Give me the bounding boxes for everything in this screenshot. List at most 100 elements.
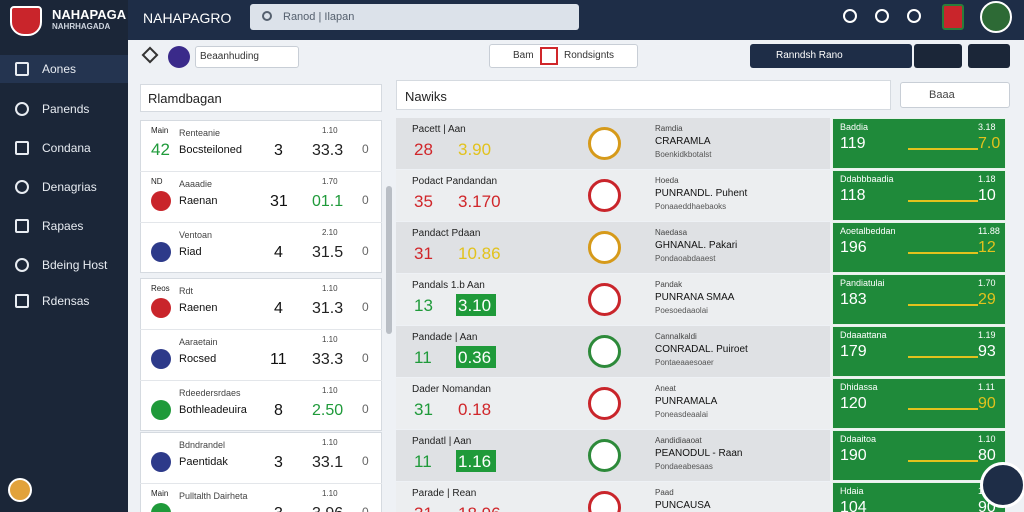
crest bbox=[588, 283, 621, 316]
nav-item[interactable]: Denagrias bbox=[42, 180, 97, 194]
row-line2: Bocsteiloned bbox=[179, 144, 242, 156]
left-header bbox=[140, 84, 382, 112]
team-name: CONRADAL. Puiroet bbox=[655, 344, 748, 355]
flag bbox=[942, 4, 964, 30]
match-label: Pandals 1.b Aan bbox=[412, 280, 485, 291]
right-search[interactable] bbox=[900, 82, 1010, 108]
match-label: Pandade | Aan bbox=[412, 332, 478, 343]
row-zero: 0 bbox=[362, 351, 369, 365]
row-top: 1.10 bbox=[322, 489, 338, 498]
score-a: 11 bbox=[414, 452, 432, 471]
filter-dropdown[interactable] bbox=[195, 46, 299, 68]
green-big: 179 bbox=[840, 343, 867, 360]
nav-item[interactable]: Bdeing Host bbox=[42, 258, 108, 272]
top-icon[interactable] bbox=[843, 9, 857, 23]
row-line2: Paentidak bbox=[179, 456, 228, 468]
logo bbox=[10, 6, 42, 36]
search-icon bbox=[262, 11, 272, 21]
nav-icon bbox=[15, 219, 29, 233]
match-label: Pandact Pdaan bbox=[412, 228, 481, 239]
crest bbox=[588, 127, 621, 160]
team-tag: Pandak bbox=[655, 280, 683, 289]
green-cell[interactable] bbox=[832, 274, 1006, 325]
crest bbox=[588, 439, 621, 472]
top-icon[interactable] bbox=[875, 9, 889, 23]
search-text: Ranod | Ilapan bbox=[283, 11, 355, 23]
mid-close[interactable] bbox=[540, 47, 558, 65]
odds-box bbox=[456, 294, 496, 316]
nav-item[interactable]: Panends bbox=[42, 102, 90, 116]
green-cell[interactable] bbox=[832, 326, 1006, 377]
team-name: PEANODUL - Raan bbox=[655, 448, 743, 459]
right-btn[interactable] bbox=[968, 44, 1010, 68]
row-num: 4 bbox=[274, 300, 283, 317]
team-sub: Boenkidkbotalst bbox=[655, 150, 712, 159]
row-divider bbox=[140, 222, 382, 223]
green-right: 10 bbox=[978, 187, 996, 204]
row-zero: 0 bbox=[362, 454, 369, 468]
nav-item[interactable]: Rapaes bbox=[42, 219, 84, 233]
app-title: NAHAPAGRO bbox=[143, 10, 232, 26]
nav-item[interactable]: Aones bbox=[42, 62, 77, 76]
avatar[interactable] bbox=[980, 1, 1012, 33]
right-title: Nawiks bbox=[405, 89, 447, 104]
green-cell[interactable] bbox=[832, 430, 1006, 481]
green-right: 7.0 bbox=[978, 135, 1001, 152]
row-line1: Pulltalth Dairheta bbox=[179, 491, 248, 501]
green-slider bbox=[908, 200, 978, 202]
row-top: 1.10 bbox=[322, 284, 338, 293]
brand-sub: NAHRHAGADA bbox=[52, 22, 111, 31]
search-box[interactable] bbox=[250, 4, 579, 30]
row-odds: 31.5 bbox=[312, 244, 344, 261]
green-cell[interactable] bbox=[832, 378, 1006, 429]
nav-icon bbox=[15, 294, 29, 308]
nav-icon bbox=[15, 141, 29, 155]
green-cell[interactable] bbox=[832, 222, 1006, 273]
brand: NAHAPAGA bbox=[52, 7, 127, 22]
green-cell[interactable] bbox=[832, 118, 1006, 169]
nav-item[interactable]: Condana bbox=[42, 141, 91, 155]
right-dropdown[interactable] bbox=[750, 44, 912, 68]
row-tag: Main bbox=[151, 489, 169, 498]
mid-dropdown[interactable] bbox=[489, 44, 638, 68]
row-zero: 0 bbox=[362, 505, 369, 512]
top-icon[interactable] bbox=[907, 9, 921, 23]
green-label: Ddabbbaadia bbox=[840, 174, 894, 184]
team-tag: Ramdia bbox=[655, 124, 683, 133]
green-cell[interactable] bbox=[832, 170, 1006, 221]
row-top: 1.10 bbox=[322, 335, 338, 344]
green-label: Ddaaattana bbox=[840, 330, 887, 340]
green-top: 11.88 bbox=[978, 226, 1000, 236]
row-line2: Rocsed bbox=[179, 353, 217, 365]
nav-icon bbox=[15, 102, 29, 116]
left-group bbox=[140, 120, 382, 273]
team-tag: Aneat bbox=[655, 384, 676, 393]
mid-text-a: Bam bbox=[513, 50, 534, 61]
nav-item[interactable]: Rdensas bbox=[42, 294, 90, 308]
row-crest bbox=[151, 503, 171, 512]
row-zero: 0 bbox=[362, 300, 369, 314]
green-top: 1.70 bbox=[978, 278, 996, 288]
row-crest bbox=[151, 349, 171, 369]
row-num: 3 bbox=[274, 505, 283, 512]
row-big: 42 bbox=[151, 140, 170, 159]
row-tag: Main bbox=[151, 126, 169, 135]
match-label: Pandatl | Aan bbox=[412, 436, 472, 447]
team-sub: Poesoedaaolai bbox=[655, 306, 708, 315]
green-cell[interactable] bbox=[832, 482, 1006, 512]
team-sub: Pondaoabdaaest bbox=[655, 254, 716, 263]
green-slider bbox=[908, 460, 978, 462]
nav-icon bbox=[15, 180, 29, 194]
chat-button[interactable] bbox=[980, 462, 1024, 508]
green-right: 12 bbox=[978, 239, 996, 256]
match-label: Pacett | Aan bbox=[412, 124, 466, 135]
team-name: PUNRANDL. Puhent bbox=[655, 188, 748, 199]
score-a: 31 bbox=[414, 504, 433, 512]
user-avatar bbox=[8, 478, 32, 502]
right-btn[interactable] bbox=[914, 44, 962, 68]
row-crest bbox=[151, 400, 171, 420]
green-big: 104 bbox=[840, 499, 867, 512]
crest bbox=[588, 387, 621, 420]
row-odds: 33.3 bbox=[312, 142, 344, 159]
score-b: 3.170 bbox=[458, 192, 501, 211]
